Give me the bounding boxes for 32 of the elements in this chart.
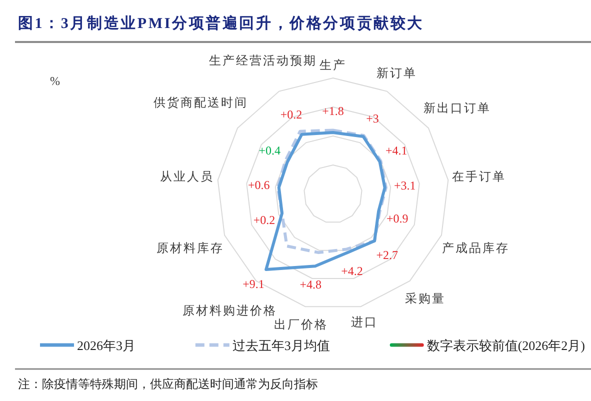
text: +4.2 bbox=[341, 264, 363, 278]
spoke-label: 供货商配送时间 bbox=[153, 96, 248, 110]
text: +3 bbox=[366, 112, 379, 126]
spoke-label: 采购量 bbox=[405, 291, 446, 306]
spoke-label: 新订单 bbox=[376, 66, 417, 80]
text: +0.9 bbox=[386, 211, 408, 226]
text: % bbox=[50, 74, 60, 88]
spoke-label: 新出口订单 bbox=[424, 101, 491, 116]
spoke-label: 原材料购进价格 bbox=[182, 303, 278, 318]
text: +0.2 bbox=[253, 213, 276, 228]
text: +2.7 bbox=[376, 248, 398, 262]
text: +9.1 bbox=[242, 276, 264, 291]
spoke-label: 出厂价格 bbox=[274, 318, 328, 332]
text: +0.2 bbox=[280, 108, 302, 122]
spoke-label: 生产 bbox=[320, 58, 346, 72]
spoke-label: 原材料库存 bbox=[156, 241, 224, 256]
text: +0.4 bbox=[258, 143, 281, 158]
chart-title: 图1：3月制造业PMI分项普遍回升，价格分项贡献较大 bbox=[18, 14, 424, 32]
spoke-label: 进口 bbox=[351, 314, 378, 329]
text: +1.8 bbox=[322, 104, 344, 118]
text: +4.1 bbox=[385, 143, 408, 158]
spoke-label: 在手订单 bbox=[452, 169, 506, 184]
legend-label: 数字表示较前值(2026年2月) bbox=[426, 338, 585, 352]
text: 注：除疫情等特殊期间，供应商配送时间通常为反向指标 bbox=[18, 377, 318, 391]
text: +4.8 bbox=[300, 278, 322, 292]
spoke-label: 从业人员 bbox=[160, 169, 214, 184]
text: +3.1 bbox=[394, 178, 416, 192]
legend-label: 2026年3月 bbox=[77, 338, 136, 352]
spoke-label: 产成品库存 bbox=[442, 241, 510, 256]
spoke-label: 生产经营活动预期 bbox=[208, 53, 317, 68]
legend-label: 过去五年3月均值 bbox=[232, 338, 330, 352]
text: +0.6 bbox=[248, 178, 270, 192]
